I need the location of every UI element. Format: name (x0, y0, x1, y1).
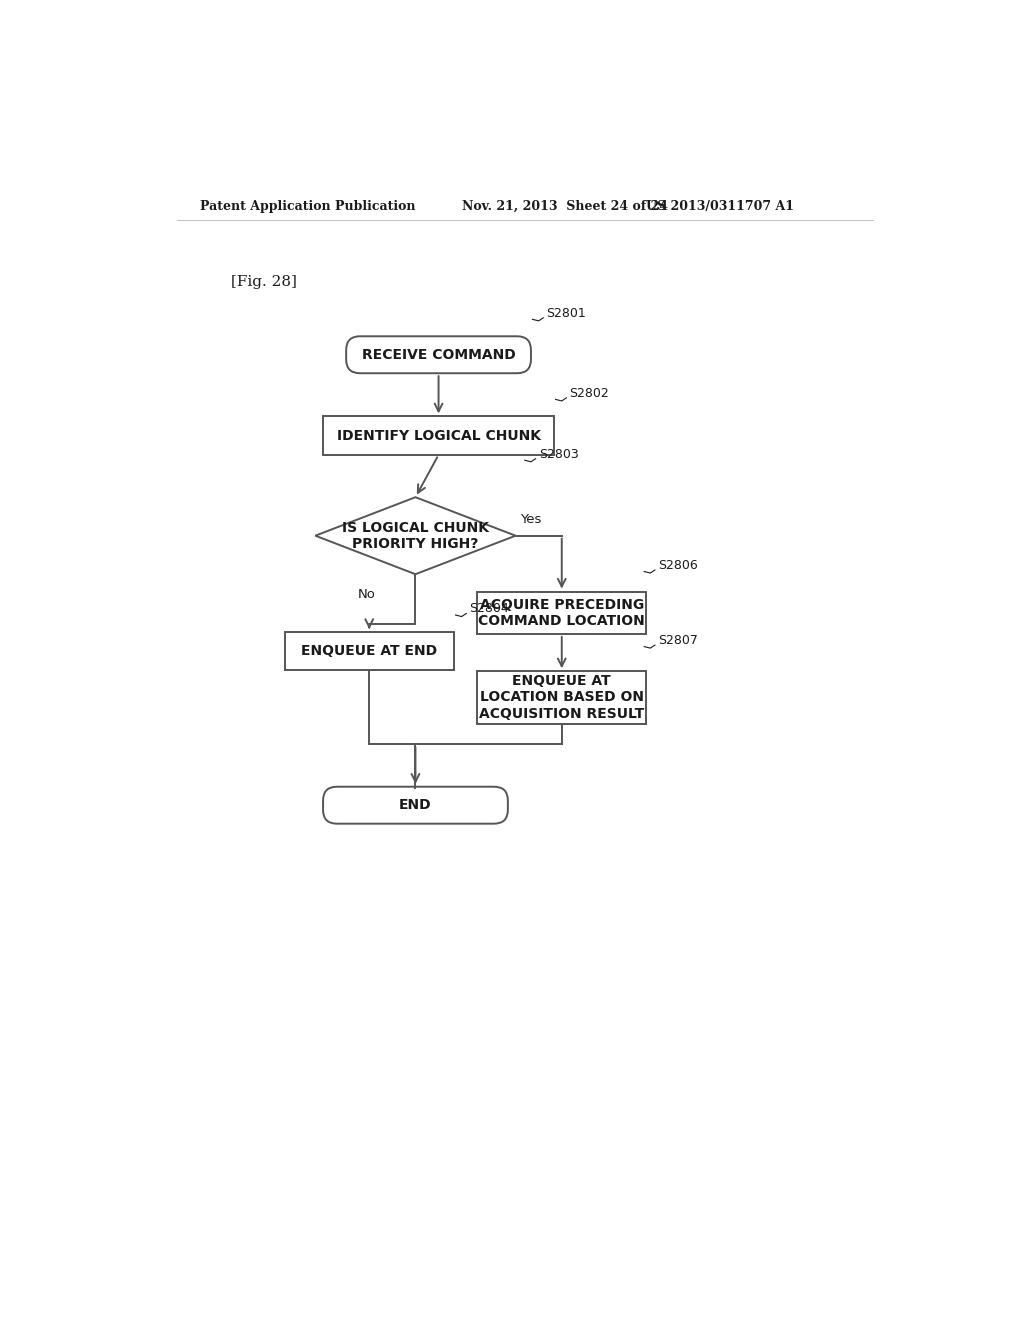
FancyBboxPatch shape (346, 337, 531, 374)
Text: [Fig. 28]: [Fig. 28] (230, 275, 297, 289)
Text: S2801: S2801 (547, 306, 586, 319)
FancyBboxPatch shape (323, 787, 508, 824)
Text: ENQUEUE AT END: ENQUEUE AT END (301, 644, 437, 659)
Text: IDENTIFY LOGICAL CHUNK: IDENTIFY LOGICAL CHUNK (337, 429, 541, 442)
Text: S2807: S2807 (658, 634, 698, 647)
Bar (323, 416, 554, 455)
Bar (285, 632, 454, 671)
Text: S2803: S2803 (539, 447, 579, 461)
Text: S2802: S2802 (569, 387, 609, 400)
Text: S2804: S2804 (469, 602, 509, 615)
Text: ENQUEUE AT
LOCATION BASED ON
ACQUISITION RESULT: ENQUEUE AT LOCATION BASED ON ACQUISITION… (479, 675, 644, 721)
Text: RECEIVE COMMAND: RECEIVE COMMAND (361, 347, 515, 362)
Text: ACQUIRE PRECEDING
COMMAND LOCATION: ACQUIRE PRECEDING COMMAND LOCATION (478, 598, 645, 628)
Text: END: END (399, 799, 432, 812)
Text: No: No (357, 589, 376, 601)
Text: IS LOGICAL CHUNK
PRIORITY HIGH?: IS LOGICAL CHUNK PRIORITY HIGH? (342, 520, 489, 550)
Text: Nov. 21, 2013  Sheet 24 of 24: Nov. 21, 2013 Sheet 24 of 24 (462, 199, 668, 213)
Text: Yes: Yes (520, 513, 542, 527)
Bar (477, 591, 646, 634)
Text: S2806: S2806 (658, 558, 697, 572)
Bar (477, 671, 646, 723)
Text: Patent Application Publication: Patent Application Publication (200, 199, 416, 213)
Polygon shape (315, 498, 515, 574)
Text: US 2013/0311707 A1: US 2013/0311707 A1 (646, 199, 795, 213)
